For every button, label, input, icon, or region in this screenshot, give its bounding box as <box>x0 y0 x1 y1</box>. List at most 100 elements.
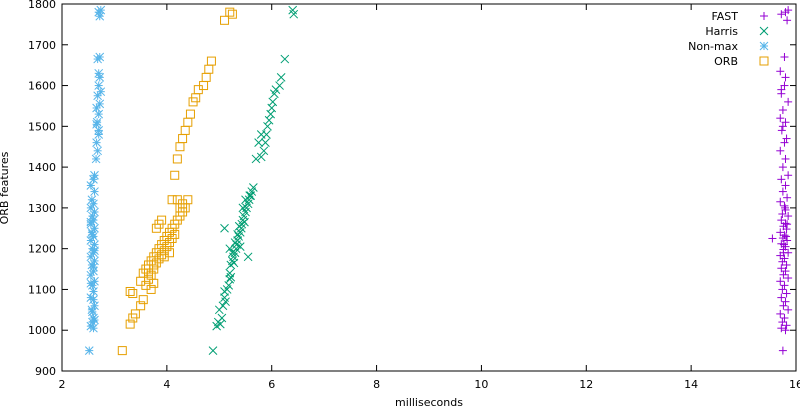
data-point <box>90 246 99 256</box>
x-tick-label: 16 <box>789 378 800 391</box>
data-point <box>776 114 785 123</box>
data-point <box>778 187 787 196</box>
legend: FAST Harris Non-max ORB <box>688 10 769 68</box>
data-point <box>249 183 258 192</box>
data-point <box>172 154 182 164</box>
data-point <box>784 97 793 106</box>
data-point <box>94 81 104 90</box>
data-point <box>778 285 787 294</box>
data-point <box>214 305 224 315</box>
data-point <box>254 138 263 147</box>
data-point <box>778 163 787 172</box>
data-point <box>215 319 225 329</box>
data-point <box>778 122 787 131</box>
x-tick-label: 12 <box>579 378 593 391</box>
data-point <box>261 138 270 147</box>
data-point <box>86 278 96 288</box>
data-point <box>92 119 101 129</box>
data-point <box>86 270 96 280</box>
data-point <box>95 52 105 62</box>
data-point <box>777 89 786 98</box>
data-point <box>289 9 299 19</box>
data-point <box>776 197 785 206</box>
data-point <box>777 293 786 302</box>
data-point <box>264 115 274 125</box>
data-point <box>88 230 97 239</box>
data-point <box>138 295 148 305</box>
data-point <box>94 130 104 139</box>
y-tick-label: 1100 <box>28 283 56 296</box>
data-point <box>149 260 159 270</box>
data-point <box>782 232 791 241</box>
data-point <box>781 181 790 190</box>
data-point <box>96 87 106 97</box>
data-point <box>783 193 792 202</box>
x-tick-label: 6 <box>268 378 275 391</box>
data-point <box>128 289 138 299</box>
data-point <box>768 234 777 243</box>
data-point <box>90 170 99 180</box>
data-point <box>276 73 286 82</box>
data-point <box>784 305 793 314</box>
data-point <box>780 281 789 290</box>
data-point <box>259 146 269 156</box>
data-point <box>783 16 792 25</box>
data-point <box>228 248 237 258</box>
data-point <box>776 309 785 318</box>
y-axis-label: ORB features <box>0 151 11 224</box>
data-point <box>778 210 787 219</box>
data-point <box>780 81 789 90</box>
data-point <box>149 278 159 288</box>
data-point <box>183 195 193 205</box>
y-tick-label: 1600 <box>28 80 56 93</box>
data-point <box>779 270 788 279</box>
data-point <box>776 277 785 286</box>
legend-marker <box>759 41 769 51</box>
data-point <box>96 5 106 15</box>
data-point <box>93 146 103 156</box>
data-point <box>125 286 135 296</box>
data-point <box>782 260 791 269</box>
data-point <box>220 223 229 233</box>
data-point <box>235 242 245 251</box>
data-point <box>136 301 146 311</box>
data-point <box>130 309 140 319</box>
data-point <box>91 154 101 164</box>
y-tick-label: 1300 <box>28 202 56 215</box>
series-harris <box>208 5 299 355</box>
legend-label: FAST <box>711 10 738 23</box>
data-point <box>221 297 230 307</box>
data-point <box>784 274 793 283</box>
data-point <box>185 109 195 119</box>
data-point <box>178 134 188 144</box>
data-point <box>175 203 185 213</box>
data-point <box>776 228 785 237</box>
data-point <box>779 240 788 249</box>
data-point <box>233 230 242 239</box>
data-point <box>117 346 127 356</box>
data-point <box>780 138 789 147</box>
data-point <box>783 220 792 229</box>
x-axis-label: milliseconds <box>395 396 463 409</box>
data-point <box>167 195 177 205</box>
series-fast <box>768 6 793 355</box>
y-tick-label: 1700 <box>28 39 56 52</box>
data-point <box>225 7 235 17</box>
data-point <box>87 195 97 205</box>
data-point <box>144 268 154 278</box>
data-point <box>782 289 791 298</box>
data-point <box>94 68 104 78</box>
data-point <box>783 236 792 245</box>
legend-marker <box>759 26 769 36</box>
data-point <box>234 221 244 231</box>
data-point <box>780 203 789 212</box>
y-tick-label: 900 <box>35 365 56 378</box>
data-point <box>92 138 101 147</box>
data-point <box>84 346 94 355</box>
data-point <box>89 262 98 272</box>
data-point <box>206 56 216 66</box>
data-point <box>784 6 793 15</box>
data-point <box>781 73 790 82</box>
data-point <box>180 125 190 135</box>
data-point <box>778 257 787 266</box>
